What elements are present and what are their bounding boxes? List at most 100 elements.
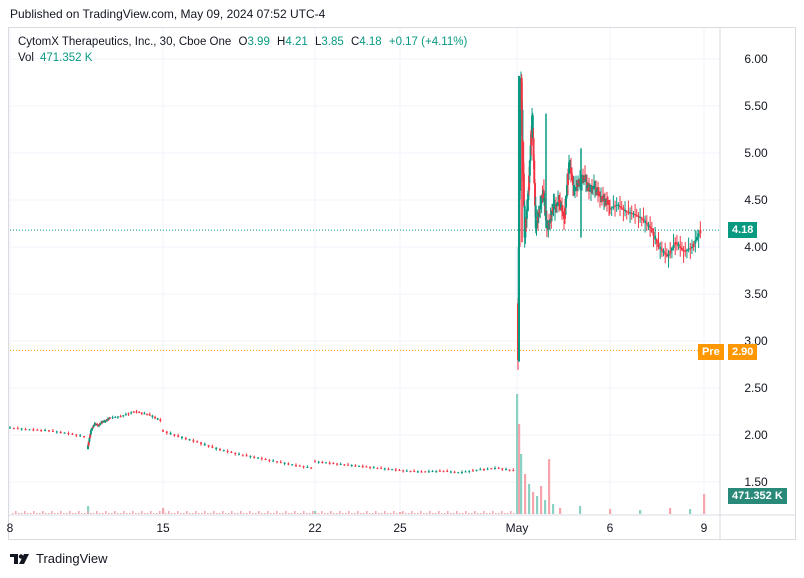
candle-body	[630, 212, 633, 214]
candle-body	[548, 222, 551, 225]
volume-bar	[141, 511, 143, 514]
volume-bar	[156, 513, 158, 514]
volume-bar	[213, 511, 215, 514]
footer-brand[interactable]: TradingView	[10, 551, 108, 566]
candle-body	[132, 411, 135, 413]
candle-body	[87, 445, 89, 450]
volume-bar	[423, 513, 425, 514]
candle-body	[667, 253, 670, 257]
candle-body	[365, 466, 368, 468]
candle-body	[203, 443, 206, 446]
volume-bar	[468, 513, 470, 514]
candle-body	[634, 214, 637, 216]
y-tick-label: 5.50	[744, 99, 768, 113]
candle-body	[230, 451, 233, 453]
candle-body	[238, 453, 240, 455]
x-tick-label: 22	[308, 521, 322, 535]
volume-bar	[228, 513, 230, 514]
volume-bar	[222, 511, 224, 514]
candle-body	[253, 456, 256, 458]
volume-bar	[258, 511, 260, 514]
candle-body	[624, 209, 627, 212]
volume-bar	[240, 511, 242, 514]
footer-brand-label: TradingView	[36, 551, 108, 566]
candle-body	[619, 206, 622, 208]
volume-bar	[486, 513, 488, 514]
open-value: 3.99	[247, 36, 270, 48]
volume-bar	[69, 511, 71, 514]
candle-body	[577, 183, 579, 185]
volume-bar	[314, 511, 317, 514]
volume-bar	[255, 513, 257, 514]
volume-bar	[219, 513, 221, 514]
candle-body	[192, 440, 195, 442]
candle-body	[532, 137, 535, 161]
candle-body	[501, 468, 504, 470]
volume-bar	[309, 513, 311, 514]
candle-body	[497, 467, 500, 469]
candle-body	[383, 468, 386, 470]
volume-bar	[384, 511, 386, 514]
volume-bar	[348, 511, 350, 514]
candle-body	[91, 427, 94, 429]
candle-body	[639, 216, 642, 218]
candle-body	[249, 456, 252, 458]
candle-body	[588, 187, 590, 191]
volume-bar	[501, 511, 503, 514]
candle-body	[435, 470, 438, 472]
volume-bar	[234, 513, 236, 514]
volume-bar	[339, 511, 341, 514]
x-tick-label: 8	[7, 521, 14, 535]
candle-body	[339, 463, 342, 465]
candle-body	[522, 173, 525, 206]
candle-body	[581, 178, 583, 180]
volume-bar	[474, 511, 476, 514]
volume-bar	[417, 513, 419, 514]
volume-bar	[66, 513, 68, 514]
volume-bar	[520, 454, 523, 514]
candle-body	[424, 471, 427, 473]
candle-body	[529, 145, 532, 161]
volume-bar	[450, 513, 452, 514]
candle-body	[173, 434, 176, 436]
candle-body	[107, 418, 110, 420]
candle-body	[674, 242, 677, 246]
candle-body	[146, 413, 149, 415]
candle-body	[100, 422, 103, 424]
candle-body	[154, 416, 157, 419]
candle-body	[605, 200, 607, 202]
candle-body	[598, 193, 600, 196]
candle-body	[28, 429, 31, 431]
candle-body	[679, 246, 682, 248]
volume-bar	[471, 513, 473, 514]
candle-body	[584, 176, 586, 180]
candle-body	[566, 184, 568, 197]
volume-bar	[279, 513, 281, 514]
volume-bar	[513, 513, 515, 514]
volume-bar	[138, 513, 140, 514]
volume-bar	[18, 513, 20, 514]
volume-bar	[312, 511, 314, 514]
candle-body	[533, 160, 536, 184]
candle-body	[369, 466, 372, 468]
volume-bar	[369, 513, 371, 514]
candle-body	[283, 462, 286, 464]
high-label: H	[277, 36, 286, 48]
candle-body	[298, 465, 301, 467]
candle-body	[620, 207, 623, 209]
candle-body	[538, 209, 541, 214]
volume-bar	[231, 511, 233, 514]
volume-bar	[198, 513, 200, 514]
candle-body	[321, 462, 324, 464]
chart-frame[interactable]	[8, 27, 796, 540]
volume-bar	[345, 513, 347, 514]
volume-bar	[703, 494, 706, 514]
y-tick-label: 2.00	[744, 428, 768, 442]
y-tick-label: 4.50	[744, 193, 768, 207]
change-value: +0.17 (+4.11%)	[388, 36, 468, 48]
candle-body	[555, 205, 557, 208]
volume-bar	[411, 511, 413, 514]
candle-body	[553, 200, 556, 204]
volume-bar	[532, 492, 535, 514]
